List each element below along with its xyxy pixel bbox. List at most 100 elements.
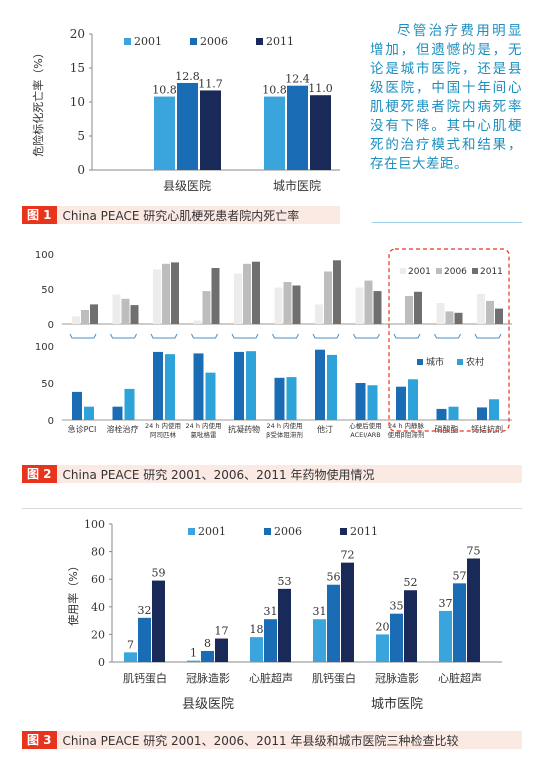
bar [367, 385, 378, 420]
y-tick-label: 0 [98, 656, 105, 669]
legend-swatch [188, 528, 195, 535]
sidebar-text: 尽管治疗费用明显增加，但遗憾的是，无论是城市医院，还是县级医院，中国十年间心肌梗… [370, 23, 522, 172]
y-tick-label: 10 [70, 95, 85, 109]
bar [274, 377, 285, 420]
bar [84, 406, 94, 420]
legend-label: 2006 [200, 35, 228, 48]
bar [292, 285, 301, 324]
sidebar-divider [372, 222, 522, 223]
bar [234, 351, 244, 420]
legend-swatch [457, 359, 463, 365]
brace-mark [191, 333, 218, 339]
y-tick-label: 5 [77, 129, 85, 143]
bar [445, 311, 454, 324]
figure2-caption: 图 2 China PEACE 研究 2001、2006、2011 年药物使用情… [22, 465, 522, 483]
bar [154, 96, 175, 170]
x-tick-label: 肌钙蛋白 [312, 671, 356, 685]
x-tick-label: 使用β阻滞剂 [388, 430, 425, 439]
brace-mark [474, 333, 502, 339]
bar [310, 95, 331, 170]
bar [313, 619, 326, 662]
bar [404, 590, 417, 662]
bar [327, 354, 337, 420]
y-tick-label: 20 [91, 628, 105, 641]
bar [121, 298, 130, 324]
data-label: 35 [390, 600, 404, 613]
data-label: 31 [264, 605, 278, 618]
figure1-caption-text: China PEACE 研究心肌梗死患者院内死亡率 [62, 208, 300, 223]
brace-mark [231, 333, 259, 339]
bottom-y-tick-label: 50 [41, 379, 54, 390]
bar [112, 406, 123, 420]
brace-mark [272, 333, 299, 339]
bar [454, 312, 463, 324]
bar [274, 287, 283, 324]
x-tick-label: 冠脉造影 [186, 671, 230, 685]
figure3-caption-number: 图 3 [22, 731, 57, 749]
legend-label: 2001 [408, 267, 431, 277]
bar [376, 634, 389, 662]
bar [153, 269, 161, 324]
brace-mark [150, 333, 178, 339]
bar [124, 388, 135, 420]
bar [205, 372, 216, 420]
bar [283, 282, 292, 324]
data-label: 52 [404, 576, 418, 589]
data-label: 18 [250, 623, 264, 636]
bar [165, 354, 175, 420]
brace-mark [312, 333, 340, 339]
group-label: 县级医院 [182, 697, 234, 712]
x-tick-label: 24 h 内使用 [145, 421, 181, 430]
bar [315, 349, 325, 420]
data-label: 12.4 [285, 73, 310, 86]
bar [138, 617, 151, 662]
data-label: 12.8 [175, 70, 200, 83]
bar [373, 291, 382, 324]
data-label: 20 [376, 620, 390, 633]
data-label: 11.7 [198, 77, 223, 90]
x-tick-label: 肌钙蛋白 [123, 671, 167, 685]
legend-label: 2006 [274, 525, 302, 538]
legend-swatch [436, 268, 442, 274]
y-tick-label: 40 [91, 601, 105, 614]
bar [264, 619, 277, 662]
bar [243, 263, 251, 324]
bar [90, 304, 98, 324]
figure1-caption-number: 图 1 [22, 206, 57, 224]
bottom-y-tick-label: 0 [48, 416, 54, 427]
bar [396, 386, 406, 420]
legend-swatch [124, 38, 131, 45]
bar [436, 408, 447, 420]
data-label: 32 [138, 604, 152, 617]
bar [495, 308, 503, 324]
bar [171, 262, 179, 324]
x-tick-label: 24 h 内使用 [185, 421, 221, 430]
bar [202, 291, 211, 324]
data-label: 1 [190, 647, 197, 660]
bar [315, 304, 323, 324]
bar [489, 399, 499, 420]
bar [187, 660, 200, 662]
bar [112, 294, 121, 324]
bar [200, 90, 221, 170]
x-tick-label: 城市医院 [273, 178, 321, 193]
bar [341, 562, 354, 662]
brace-mark [69, 333, 97, 339]
y-tick-label: 15 [70, 61, 85, 75]
highlight-dashed-box [388, 248, 510, 432]
bar [477, 407, 487, 420]
bar [130, 305, 139, 324]
figure2-caption-text: China PEACE 研究 2001、2006、2011 年药物使用情况 [62, 467, 375, 482]
bar [286, 377, 297, 420]
y-tick-label: 80 [91, 546, 105, 559]
bar [177, 82, 198, 170]
data-label: 59 [152, 567, 166, 580]
bar [201, 650, 214, 662]
x-tick-label: 硝酸酯 [435, 424, 459, 434]
data-label: 56 [327, 571, 341, 584]
legend-swatch [417, 359, 423, 365]
bar [72, 316, 80, 324]
bar [153, 351, 163, 420]
